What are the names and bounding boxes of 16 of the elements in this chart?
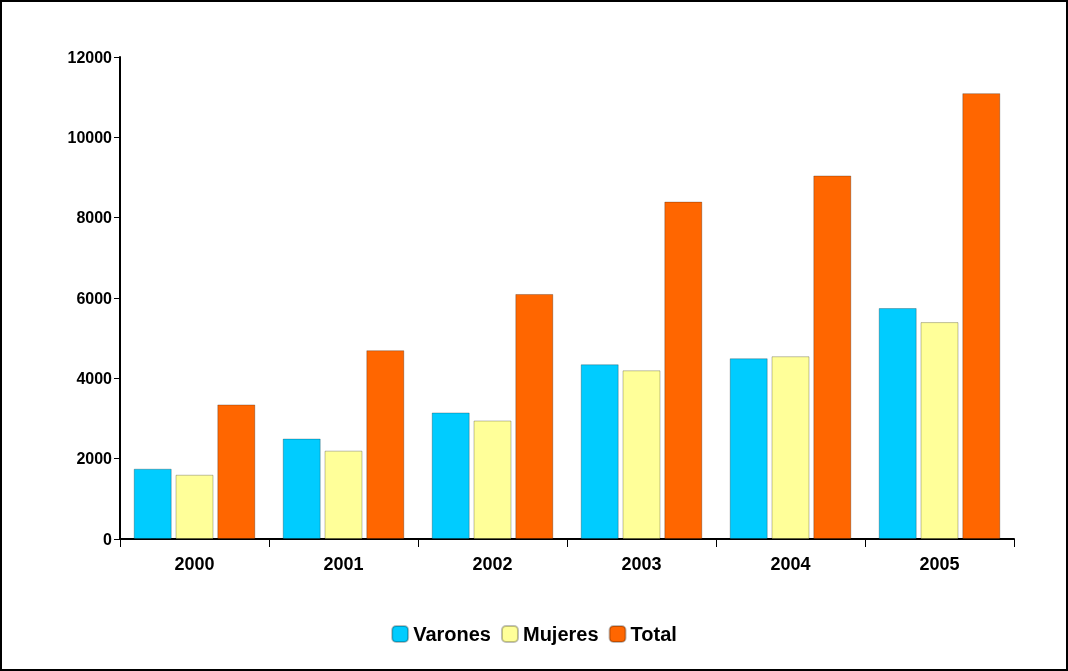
x-tick-label: 2003 <box>621 554 662 574</box>
legend-label: Varones <box>413 623 491 645</box>
y-tick-label: 2000 <box>76 450 113 468</box>
y-tick-label: 6000 <box>76 289 113 307</box>
y-tick-label: 0 <box>103 530 113 548</box>
x-tick-label: 2000 <box>174 554 215 574</box>
y-tick-label: 12000 <box>67 48 113 66</box>
legend-label: Total <box>630 623 677 645</box>
x-tick-label: 2002 <box>472 554 513 574</box>
y-tick-label: 8000 <box>76 209 113 227</box>
x-tick-label: 2004 <box>770 554 811 574</box>
x-tick-label: 2001 <box>323 554 364 574</box>
y-tick-label: 10000 <box>67 128 113 146</box>
legend-label: Mujeres <box>522 623 599 645</box>
y-tick-label: 4000 <box>76 369 113 387</box>
x-tick-label: 2005 <box>919 554 960 574</box>
